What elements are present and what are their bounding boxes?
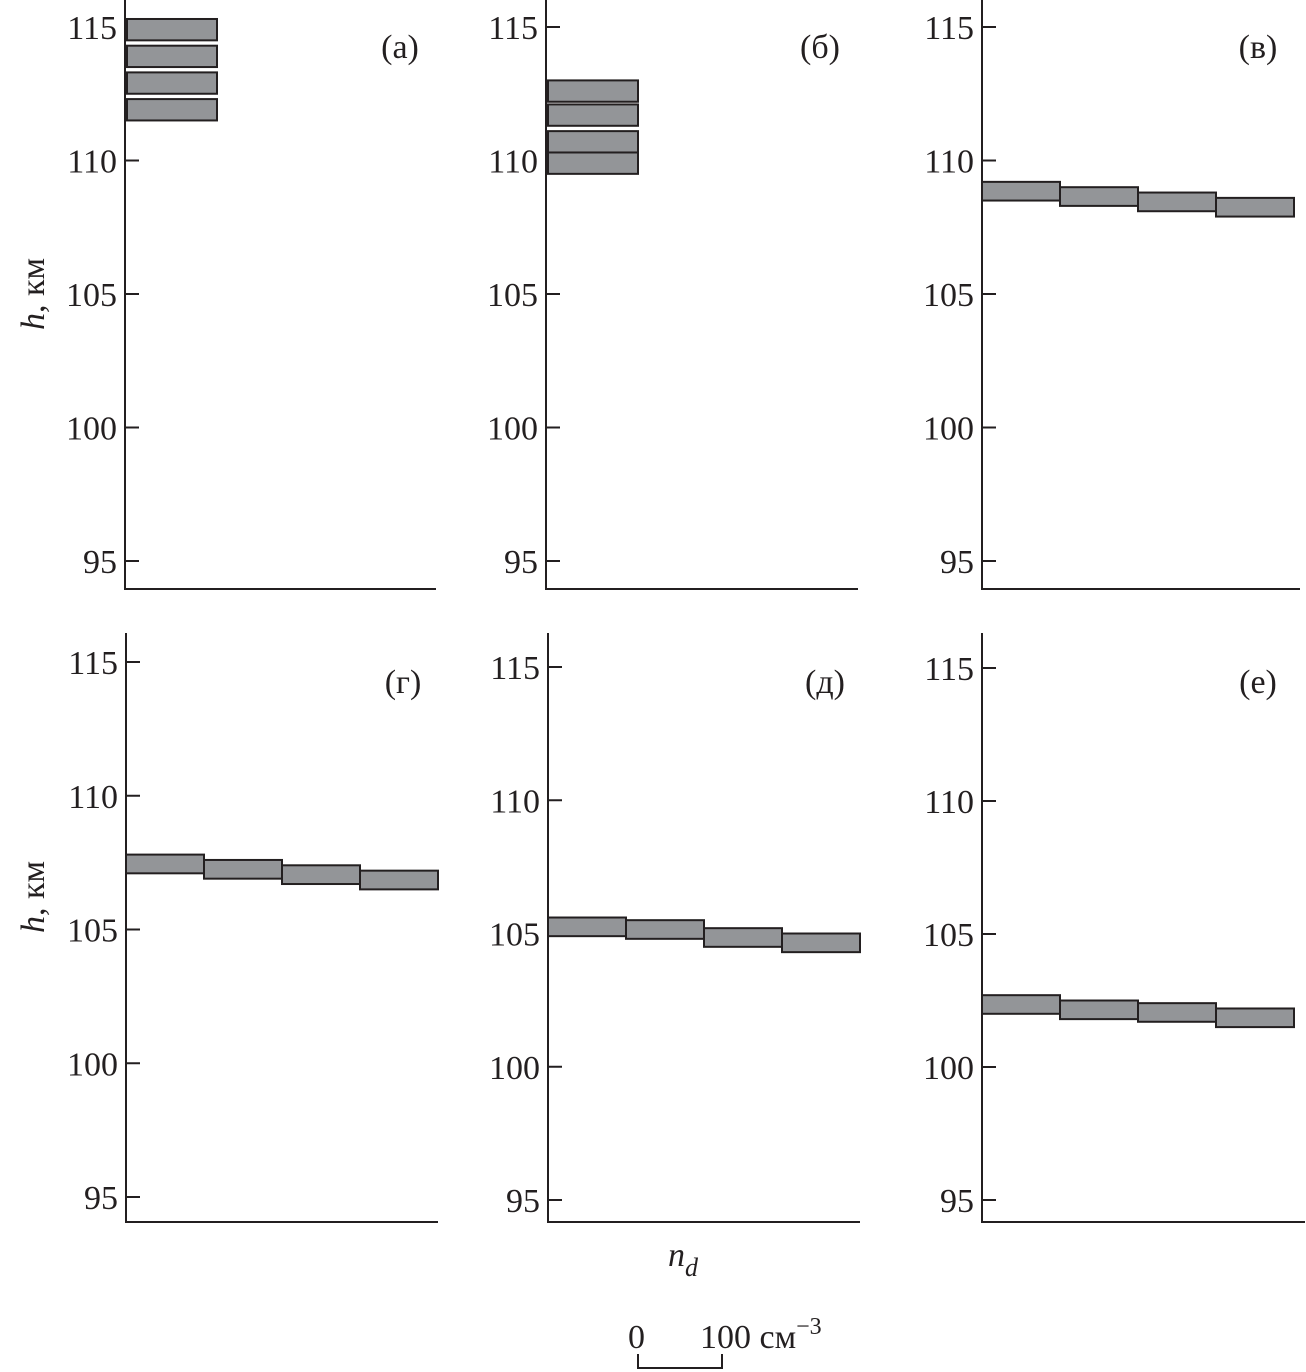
y-tick-label: 115 xyxy=(68,645,118,682)
data-bar xyxy=(625,919,705,940)
y-tick-label: 105 xyxy=(923,277,974,314)
data-bar xyxy=(125,853,205,875)
y-tick-label: 105 xyxy=(489,917,540,954)
panel-3: 95 100 105 110 115 (в) xyxy=(923,0,1300,590)
data-bar xyxy=(1215,1007,1295,1029)
y-tick-label: 105 xyxy=(67,913,118,950)
data-bar xyxy=(547,103,639,127)
y-tick-label: 95 xyxy=(940,544,974,581)
data-bar xyxy=(547,79,639,103)
panel-2: 95 100 105 110 115 (б) xyxy=(487,0,858,590)
scale-bar-end-label: 100 см−3 xyxy=(700,1314,822,1356)
panel-4: 95 100 105 110 115 (г) xyxy=(67,633,439,1223)
panel-axes xyxy=(547,633,860,1223)
y-axis-title-top: h, км xyxy=(15,258,52,330)
y-tick-label: 110 xyxy=(924,784,974,821)
panel-axes xyxy=(125,633,438,1223)
panel-label: (в) xyxy=(1239,29,1278,66)
x-axis-title: nd xyxy=(668,1237,699,1282)
panel-axes xyxy=(124,0,436,590)
y-tick-label: 100 xyxy=(67,1046,118,1083)
y-tick-label: 100 xyxy=(66,411,117,448)
data-bar xyxy=(1059,999,1139,1021)
y-tick-label: 95 xyxy=(84,1180,118,1217)
data-bar xyxy=(1137,191,1217,213)
y-tick-label: 100 xyxy=(923,1050,974,1087)
y-tick-label: 105 xyxy=(923,917,974,954)
data-bar xyxy=(126,98,218,122)
data-bar xyxy=(1215,196,1295,218)
y-tick-label: 115 xyxy=(67,10,117,47)
panel-axes xyxy=(545,0,858,590)
data-bar xyxy=(547,151,639,175)
data-bar xyxy=(126,17,218,42)
y-tick-label: 115 xyxy=(490,650,540,687)
data-bar xyxy=(126,44,218,69)
data-bar xyxy=(781,932,861,954)
data-bar xyxy=(981,180,1061,202)
panel-1: 95 100 105 110 115 (а) xyxy=(66,0,436,590)
y-tick-label: 110 xyxy=(490,783,540,820)
data-bar xyxy=(1137,1002,1217,1023)
data-bar xyxy=(547,130,639,154)
data-bar xyxy=(547,916,627,938)
y-tick-label: 100 xyxy=(487,411,538,448)
y-tick-label: 100 xyxy=(489,1050,540,1087)
scale-bar-line xyxy=(637,1354,723,1369)
panel-6: 95 100 105 110 115 (е) xyxy=(923,633,1305,1223)
data-bar xyxy=(203,858,283,880)
panel-axes xyxy=(981,0,1300,590)
panel-label: (д) xyxy=(805,664,845,701)
y-tick-label: 95 xyxy=(506,1183,540,1220)
panel-label: (а) xyxy=(381,29,419,66)
data-bar xyxy=(703,927,783,948)
panel-5: 95 100 105 110 115 (д) xyxy=(489,633,861,1223)
data-bar xyxy=(1059,186,1139,207)
data-bar xyxy=(126,71,218,95)
y-tick-label: 95 xyxy=(83,544,117,581)
panels: 95 100 105 110 115 (а) 95 100 105 110 115 (б) 95 100 1… xyxy=(66,0,1305,1223)
panel-label: (е) xyxy=(1239,664,1277,701)
y-tick-label: 110 xyxy=(488,144,538,181)
y-tick-label: 100 xyxy=(923,411,974,448)
panel-label: (г) xyxy=(385,664,422,701)
y-tick-label: 115 xyxy=(924,10,974,47)
scale-bar-start-label: 0 xyxy=(628,1319,645,1356)
y-tick-label: 110 xyxy=(68,779,118,816)
y-tick-label: 110 xyxy=(67,144,117,181)
y-tick-label: 115 xyxy=(488,10,538,47)
y-tick-label: 105 xyxy=(66,277,117,314)
y-tick-label: 105 xyxy=(487,277,538,314)
y-tick-label: 95 xyxy=(940,1183,974,1220)
data-bar xyxy=(359,869,439,891)
y-tick-label: 115 xyxy=(924,651,974,688)
y-tick-label: 110 xyxy=(924,144,974,181)
panel-axes xyxy=(981,633,1305,1223)
scale-bar: 0 100 см−3 xyxy=(628,1314,822,1369)
data-bar xyxy=(981,994,1061,1015)
y-axis-title-bottom: h, км xyxy=(15,861,52,933)
y-tick-label: 95 xyxy=(504,544,538,581)
data-bar xyxy=(281,864,361,886)
panel-label: (б) xyxy=(800,29,840,66)
